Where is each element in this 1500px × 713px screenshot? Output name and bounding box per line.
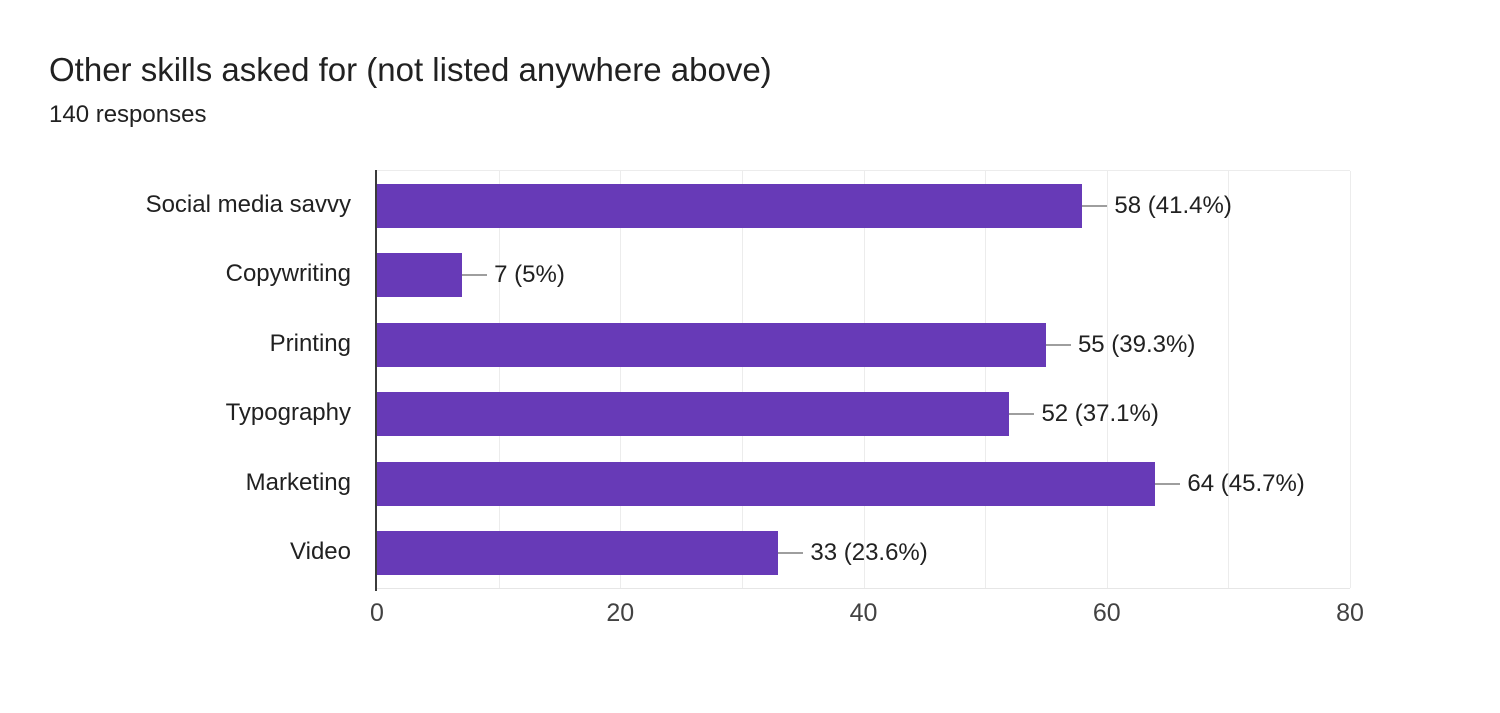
- bar-social-media-savvy: [377, 183, 1083, 228]
- gridline-60: [1106, 171, 1108, 588]
- value-label: 58 (41.4%): [1114, 191, 1232, 219]
- value-label-group-printing: 55 (39.3%): [1045, 330, 1196, 359]
- bar-typography: [377, 392, 1010, 437]
- category-label-typography: Typography: [225, 399, 351, 427]
- gridline-10: [498, 171, 500, 588]
- bar-marketing: [377, 461, 1156, 506]
- value-label: 52 (37.1%): [1041, 400, 1159, 428]
- connector-line: [778, 552, 804, 555]
- gridline-20: [620, 171, 622, 588]
- gridline-80: [1350, 171, 1351, 588]
- gridline-70: [1228, 171, 1230, 588]
- x-tick-label-20: 20: [606, 599, 635, 627]
- gridline-30: [741, 171, 743, 588]
- value-label-group-marketing: 64 (45.7%): [1155, 469, 1305, 498]
- x-tick-label-60: 60: [1092, 599, 1121, 627]
- value-label-group-copywriting: 7 (5%): [462, 261, 565, 289]
- chart-title: Other skills asked for (not listed anywh…: [49, 51, 772, 88]
- bar-video: [377, 531, 779, 576]
- connector-line: [462, 274, 488, 277]
- category-axis: Social media savvy Copywriting Printing Typ…: [0, 170, 351, 589]
- connector-line: [1082, 204, 1108, 207]
- value-label-group-social-media-savvy: 58 (41.4%): [1082, 191, 1232, 220]
- connector-line: [1155, 482, 1181, 485]
- value-label-group-typography: 52 (37.1%): [1009, 400, 1159, 428]
- connector-line: [1009, 413, 1035, 416]
- category-label-social-media-savvy: Social media savvy: [145, 190, 351, 218]
- bar-printing: [377, 322, 1046, 367]
- bar-copywriting: [377, 253, 463, 298]
- plot-area: 58 (41.4%) 7 (5%) 55 (39.3%) 52 (37.1%) 64 (…: [377, 170, 1351, 589]
- value-label: 7 (5%): [494, 261, 565, 289]
- connector-line: [1045, 343, 1071, 346]
- x-tick-label-0: 0: [370, 599, 384, 627]
- category-label-copywriting: Copywriting: [225, 260, 351, 288]
- category-label-printing: Printing: [269, 329, 351, 357]
- category-label-video: Video: [290, 538, 351, 566]
- gridline-50: [985, 171, 987, 588]
- value-label: 55 (39.3%): [1077, 330, 1196, 358]
- x-tick-label-40: 40: [849, 599, 878, 627]
- category-label-marketing: Marketing: [245, 468, 351, 496]
- gridline-40: [863, 171, 865, 588]
- value-label-group-video: 33 (23.6%): [778, 539, 928, 567]
- y-axis-line: [375, 170, 377, 591]
- value-label: 64 (45.7%): [1187, 469, 1305, 497]
- value-label: 33 (23.6%): [810, 539, 928, 567]
- response-count: 140 responses: [49, 101, 207, 128]
- x-tick-label-80: 80: [1336, 599, 1364, 627]
